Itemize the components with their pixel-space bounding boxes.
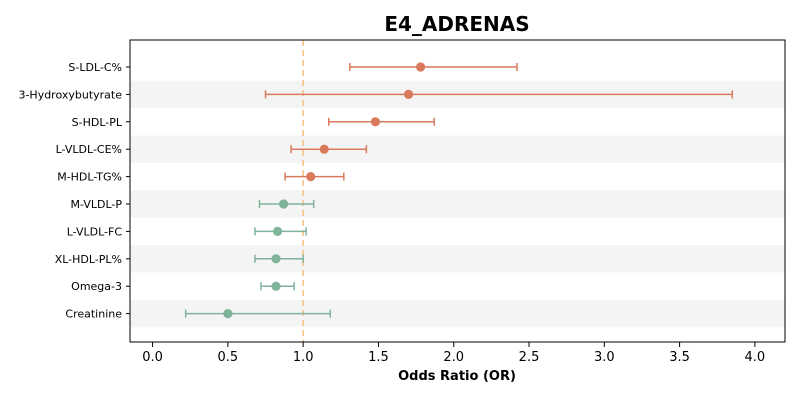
x-tick-label: 1.0 bbox=[293, 350, 314, 365]
or-point bbox=[271, 254, 281, 264]
x-tick-label: 4.0 bbox=[745, 350, 766, 365]
x-tick-label: 0.5 bbox=[218, 350, 239, 365]
or-point bbox=[416, 62, 426, 72]
y-tick-label: Omega-3 bbox=[71, 280, 122, 293]
y-tick-label: 3-Hydroxybutyrate bbox=[18, 88, 122, 101]
x-tick-label: 1.5 bbox=[368, 350, 389, 365]
x-tick-label: 3.0 bbox=[594, 350, 615, 365]
y-axis: S-LDL-C% 3-Hydroxybutyrate S-HDL-PL L-VLDL-… bbox=[18, 61, 130, 321]
x-axis-label: Odds Ratio (OR) bbox=[398, 369, 516, 384]
y-tick-label: M-VLDL-P bbox=[71, 198, 123, 211]
series-marks bbox=[184, 62, 734, 319]
y-tick-label: Creatinine bbox=[65, 308, 122, 321]
plot-frame bbox=[129, 39, 786, 343]
or-point bbox=[306, 172, 316, 182]
or-point bbox=[319, 144, 329, 154]
row-band bbox=[130, 190, 785, 218]
or-point bbox=[272, 226, 283, 236]
y-tick-label: M-HDL-TG% bbox=[57, 171, 122, 184]
y-tick-label: S-LDL-C% bbox=[68, 61, 122, 74]
row-band bbox=[130, 135, 785, 163]
y-tick-label: XL-HDL-PL% bbox=[55, 253, 122, 266]
x-tick-label: 3.5 bbox=[669, 350, 690, 365]
row-band bbox=[130, 245, 785, 273]
or-point bbox=[271, 281, 281, 291]
x-tick-label: 0.0 bbox=[142, 350, 163, 365]
or-point bbox=[403, 89, 414, 99]
y-tick-label: L-VLDL-FC bbox=[67, 225, 123, 238]
x-tick-label: 2.0 bbox=[443, 350, 464, 365]
or-point bbox=[223, 309, 233, 319]
chart-title: E4_ADRENAS bbox=[384, 12, 529, 36]
x-tick-label: 2.5 bbox=[519, 350, 540, 365]
row-shading bbox=[130, 80, 785, 328]
or-point bbox=[370, 117, 381, 127]
y-tick-label: L-VLDL-CE% bbox=[56, 143, 122, 156]
or-point bbox=[278, 199, 289, 209]
x-axis: 0.0 0.5 1.0 1.5 2.0 2.5 3.0 3.5 4.0 bbox=[142, 342, 765, 365]
y-tick-label: S-HDL-PL bbox=[72, 116, 123, 129]
